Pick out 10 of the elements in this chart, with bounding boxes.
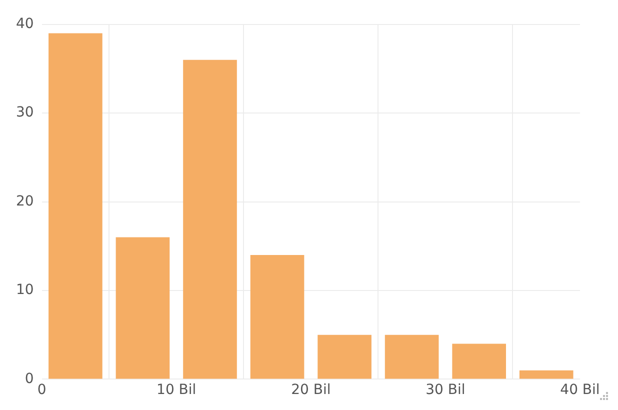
x-tick-label: 10 Bil <box>156 382 196 398</box>
x-tick-label: 40 Bil <box>560 382 600 398</box>
y-tick-label: 40 <box>16 16 34 32</box>
y-tick-label: 10 <box>16 282 34 298</box>
y-tick-label: 0 <box>24 370 34 387</box>
y-tick-label: 30 <box>16 104 34 121</box>
x-tick-label: 20 Bil <box>291 382 331 398</box>
x-tick-label: 30 Bil <box>426 382 466 398</box>
x-tick-label: 0 <box>37 382 46 398</box>
y-tick-label: 20 <box>16 193 34 210</box>
